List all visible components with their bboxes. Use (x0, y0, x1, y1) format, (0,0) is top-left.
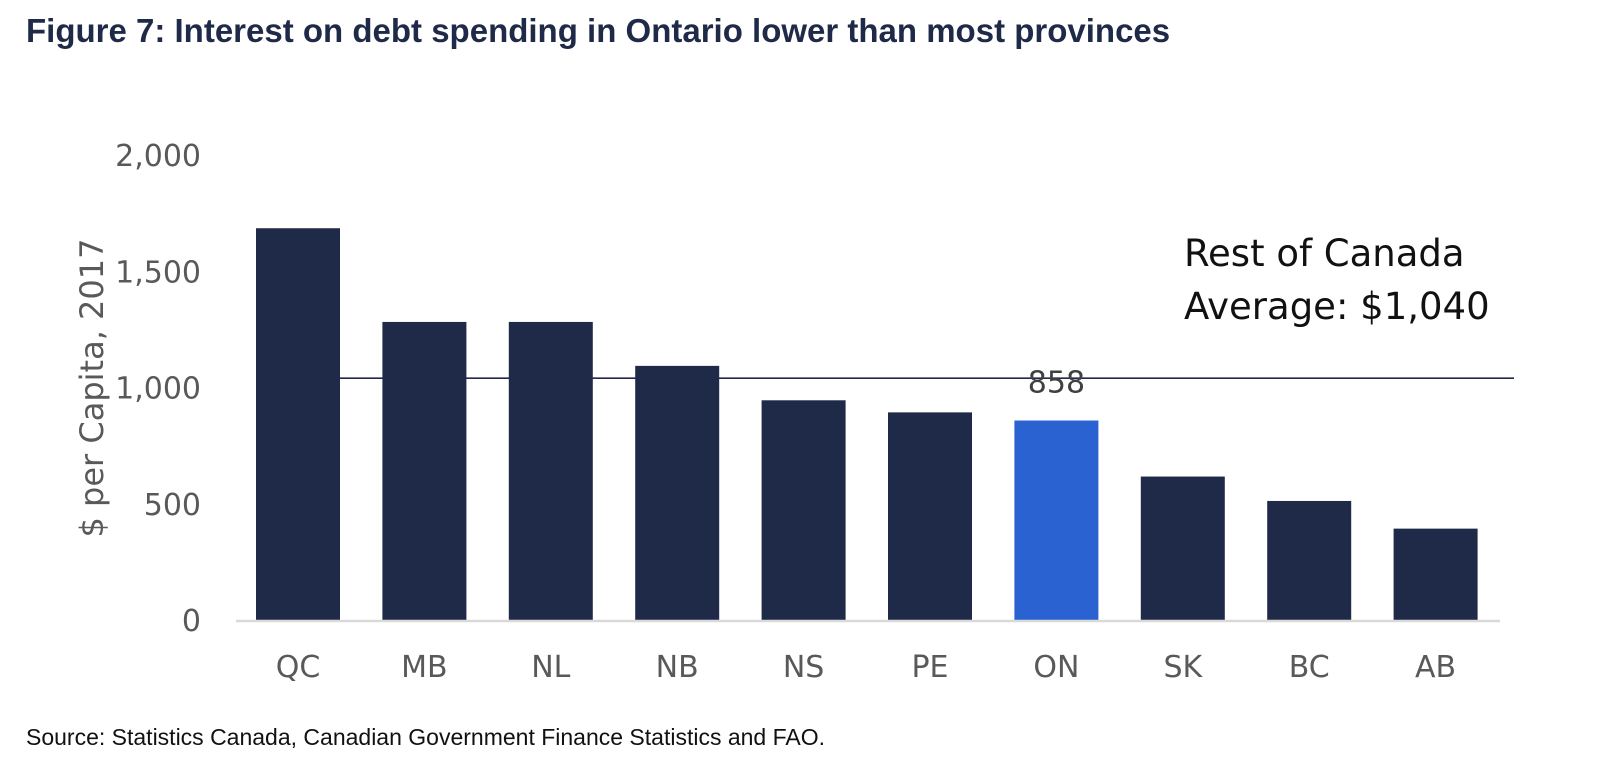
reference-line-label-line2: Average: $1,040 (1184, 285, 1490, 328)
bar-qc (256, 228, 340, 621)
x-tick-label-qc: QC (276, 650, 321, 685)
y-tick-label: 2,000 (115, 139, 201, 174)
bars-layer (236, 228, 1514, 623)
x-tick-label-mb: MB (401, 650, 447, 685)
x-tick-label-sk: SK (1163, 650, 1203, 685)
x-tick-label-on: ON (1033, 650, 1079, 685)
bar-pe (888, 412, 972, 620)
bar-mb (382, 321, 467, 620)
x-tick-label-nl: NL (531, 650, 570, 685)
bar-ns (761, 400, 846, 620)
y-tick-label: 1,000 (115, 372, 201, 407)
bar-chart: 0 500 1,000 1,500 2,000 QC MB NL NB NS PE ON 858 SK BC… (73, 139, 1514, 685)
data-label-on: 858 (1028, 366, 1085, 401)
bar-sk (1140, 476, 1225, 620)
reference-line-label-line1: Rest of Canada (1184, 232, 1465, 275)
x-tick-label-ns: NS (783, 650, 824, 685)
x-tick-label-bc: BC (1289, 650, 1330, 685)
x-tick-label-nb: NB (656, 650, 699, 685)
x-tick-label-pe: PE (911, 650, 948, 685)
bar-on (1014, 420, 1099, 620)
bar-ab (1393, 528, 1478, 620)
y-tick-label: 0 (182, 604, 201, 639)
figure-title: Figure 7: Interest on debt spending in O… (26, 12, 1171, 49)
bar-nl (508, 321, 593, 620)
y-axis-title: $ per Capita, 2017 (73, 239, 111, 538)
labels-layer: 0 500 1,000 1,500 2,000 QC MB NL NB NS PE ON 858 SK BC… (115, 139, 1456, 685)
bar-nb (635, 365, 720, 620)
x-tick-label-ab: AB (1415, 650, 1456, 685)
y-tick-label: 1,500 (115, 255, 201, 290)
source-note: Source: Statistics Canada, Canadian Gove… (26, 724, 826, 750)
bar-bc (1267, 500, 1352, 620)
y-tick-label: 500 (144, 488, 201, 523)
